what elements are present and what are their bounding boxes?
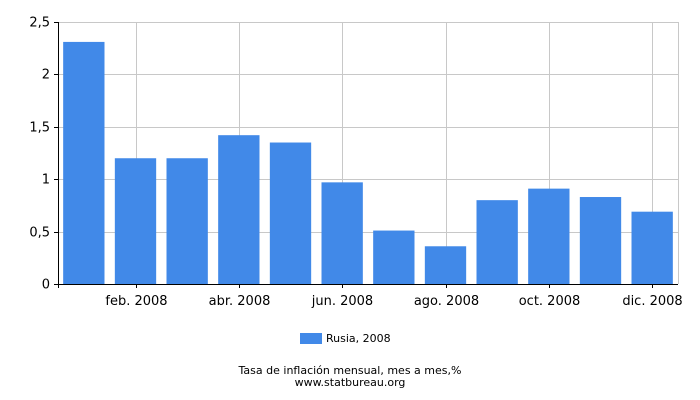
bar bbox=[63, 41, 105, 284]
bar bbox=[528, 188, 570, 284]
x-tick-label: jun. 2008 bbox=[311, 294, 373, 309]
x-tick-label: abr. 2008 bbox=[209, 294, 271, 309]
y-tick-label: 0,5 bbox=[29, 226, 50, 241]
chart-caption: Tasa de inflación mensual, mes a mes,% bbox=[238, 364, 462, 377]
bar bbox=[373, 230, 415, 284]
x-tick-label: ago. 2008 bbox=[414, 294, 479, 309]
legend: Rusia, 2008 bbox=[300, 332, 391, 345]
bar bbox=[218, 135, 260, 284]
bar bbox=[114, 158, 157, 284]
bar bbox=[166, 158, 208, 284]
y-tick-label: 1 bbox=[42, 173, 50, 188]
y-tick-label: 1,5 bbox=[29, 121, 50, 136]
bar bbox=[269, 142, 312, 284]
y-tick-label: 2,5 bbox=[29, 16, 50, 31]
x-tick-label: feb. 2008 bbox=[105, 294, 167, 309]
bar bbox=[631, 211, 673, 284]
legend-swatch bbox=[300, 333, 322, 344]
y-tick-label: 2 bbox=[42, 68, 50, 83]
x-tick-label: dic. 2008 bbox=[622, 294, 682, 309]
bar bbox=[579, 197, 622, 284]
bar bbox=[424, 246, 467, 284]
legend-label: Rusia, 2008 bbox=[326, 332, 391, 345]
y-tick-label: 0 bbox=[42, 278, 50, 293]
source-url: www.statbureau.org bbox=[294, 376, 406, 389]
bar bbox=[476, 200, 518, 284]
bar bbox=[321, 182, 363, 284]
x-tick-label: oct. 2008 bbox=[519, 294, 581, 309]
